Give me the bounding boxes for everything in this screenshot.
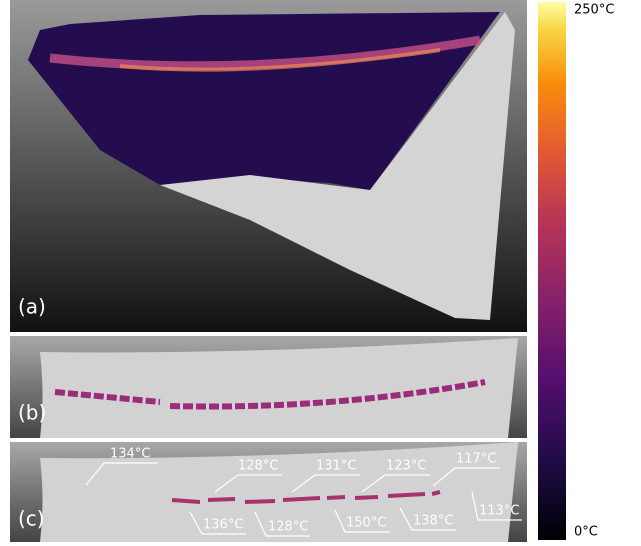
annotation: 134°C [110, 447, 150, 462]
annotation: 136°C [203, 518, 243, 533]
panel-label: (b) [18, 401, 46, 425]
colorbar-min: 0°C [574, 525, 598, 540]
annotation: 123°C [386, 459, 426, 474]
panel-label: (a) [18, 295, 46, 319]
annotation: 131°C [316, 459, 356, 474]
annotation: 113°C [479, 504, 519, 519]
panel-label: (c) [18, 507, 45, 531]
annotation: 138°C [413, 514, 453, 529]
colorbar [538, 2, 566, 540]
annotation: 117°C [456, 452, 496, 467]
annotation: 128°C [238, 459, 278, 474]
annotation: 128°C [268, 520, 308, 535]
colorbar-max: 250°C [574, 3, 614, 18]
figure: (a) (b) (c) 134°C 128°C 131°C 123°C 117°… [0, 0, 641, 542]
annotation: 150°C [346, 516, 386, 531]
